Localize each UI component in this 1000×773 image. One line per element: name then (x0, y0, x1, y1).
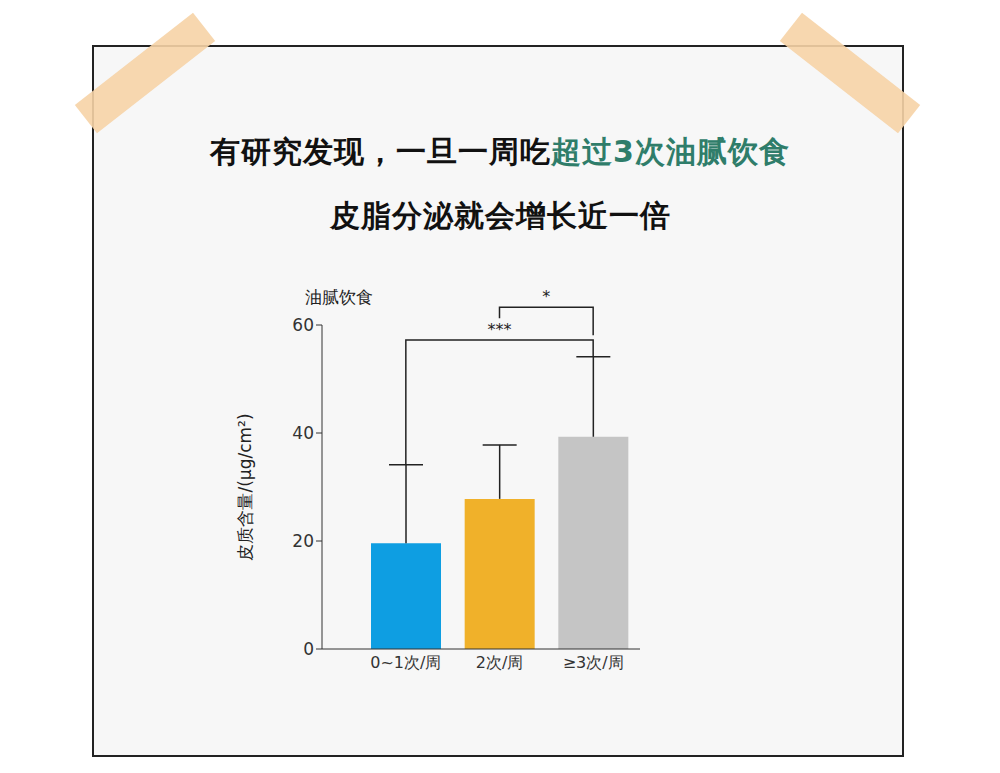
svg-text:皮质含量/(μg/cm²): 皮质含量/(μg/cm²) (235, 413, 255, 560)
svg-text:≥3次/周: ≥3次/周 (563, 653, 624, 672)
svg-text:0: 0 (303, 639, 314, 659)
svg-text:*: * (542, 287, 550, 306)
svg-text:2次/周: 2次/周 (476, 653, 524, 672)
svg-text:40: 40 (292, 423, 314, 443)
svg-text:20: 20 (292, 531, 314, 551)
html-text:有研究发现，一旦一周吃超过3次油腻饮食: 有研究发现，一旦一周吃超过3次油腻饮食 (210, 134, 790, 169)
svg-text:0~1次/周: 0~1次/周 (370, 653, 441, 672)
svg-text:60: 60 (292, 315, 314, 335)
svg-text:***: *** (488, 320, 512, 339)
html-text:油腻饮食: 油腻饮食 (305, 287, 373, 307)
html-text:皮脂分泌就会增长近一倍: 皮脂分泌就会增长近一倍 (329, 198, 671, 233)
